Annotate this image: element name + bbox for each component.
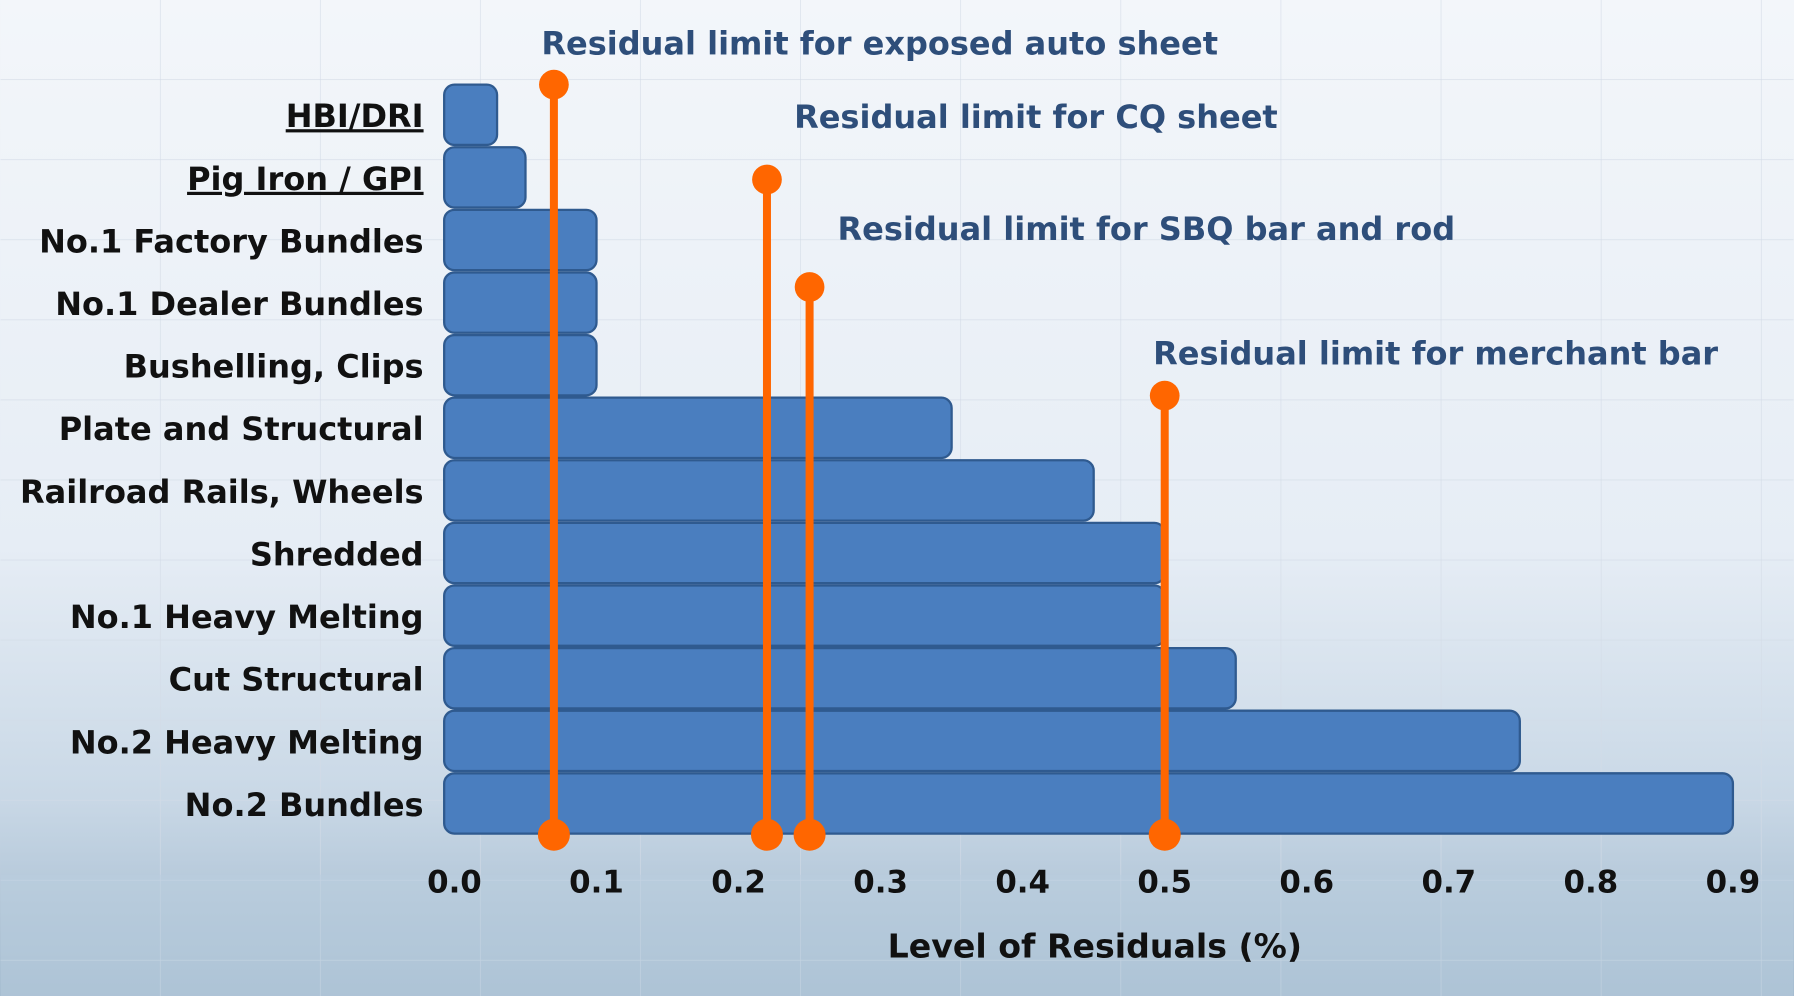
limit-base-dot <box>537 818 570 851</box>
category-label: No.2 Bundles <box>185 786 424 824</box>
category-label: Cut Structural <box>169 661 424 699</box>
bar <box>443 333 598 397</box>
category-label: Shredded <box>250 535 424 573</box>
limit-base-dot <box>750 818 783 851</box>
x-tick-label: 0.8 <box>1564 864 1619 900</box>
category-label: No.2 Heavy Melting <box>70 723 424 761</box>
background-band <box>0 874 1794 996</box>
category-label: Plate and Structural <box>59 410 424 448</box>
bar <box>443 271 598 334</box>
x-tick-label: 0.9 <box>1706 864 1761 900</box>
category-label: Railroad Rails, Wheels <box>20 473 424 511</box>
limit-top-dot <box>752 164 782 195</box>
bar <box>443 772 1735 835</box>
x-tick-label: 0.4 <box>995 864 1050 900</box>
bar <box>443 709 1521 773</box>
x-tick-label: 0.3 <box>853 864 908 900</box>
limit-label: Residual limit for SBQ bar and rod <box>838 210 1456 248</box>
category-label: Bushelling, Clips <box>124 348 424 386</box>
x-axis-label: Level of Residuals (%) <box>888 926 1302 965</box>
category-label: No.1 Factory Bundles <box>39 222 424 260</box>
limit-label: Residual limit for exposed auto sheet <box>541 25 1218 63</box>
limit-base-dot <box>793 818 826 851</box>
x-tick-label: 0.5 <box>1137 864 1192 900</box>
limit-base-dot <box>1148 818 1181 851</box>
category-label: No.1 Heavy Melting <box>70 598 424 636</box>
x-tick-label: 0.0 <box>427 864 482 900</box>
bar <box>443 83 499 147</box>
bar <box>443 208 598 272</box>
category-label: No.1 Dealer Bundles <box>55 285 423 323</box>
x-tick-label: 0.2 <box>711 864 766 900</box>
category-label: HBI/DRI <box>286 97 424 135</box>
bar <box>443 646 1237 710</box>
x-tick-label: 0.7 <box>1421 864 1476 900</box>
limit-top-dot <box>794 272 825 302</box>
x-tick-label: 0.1 <box>569 864 624 900</box>
limit-top-dot <box>1149 380 1180 411</box>
x-tick-label: 0.6 <box>1279 864 1334 900</box>
category-label: Pig Iron / GPI <box>187 160 424 198</box>
bar <box>443 396 953 460</box>
bar <box>443 146 527 209</box>
limit-top-dot <box>539 69 569 100</box>
limit-label: Residual limit for merchant bar <box>1153 335 1718 373</box>
limit-label: Residual limit for CQ sheet <box>794 98 1278 136</box>
